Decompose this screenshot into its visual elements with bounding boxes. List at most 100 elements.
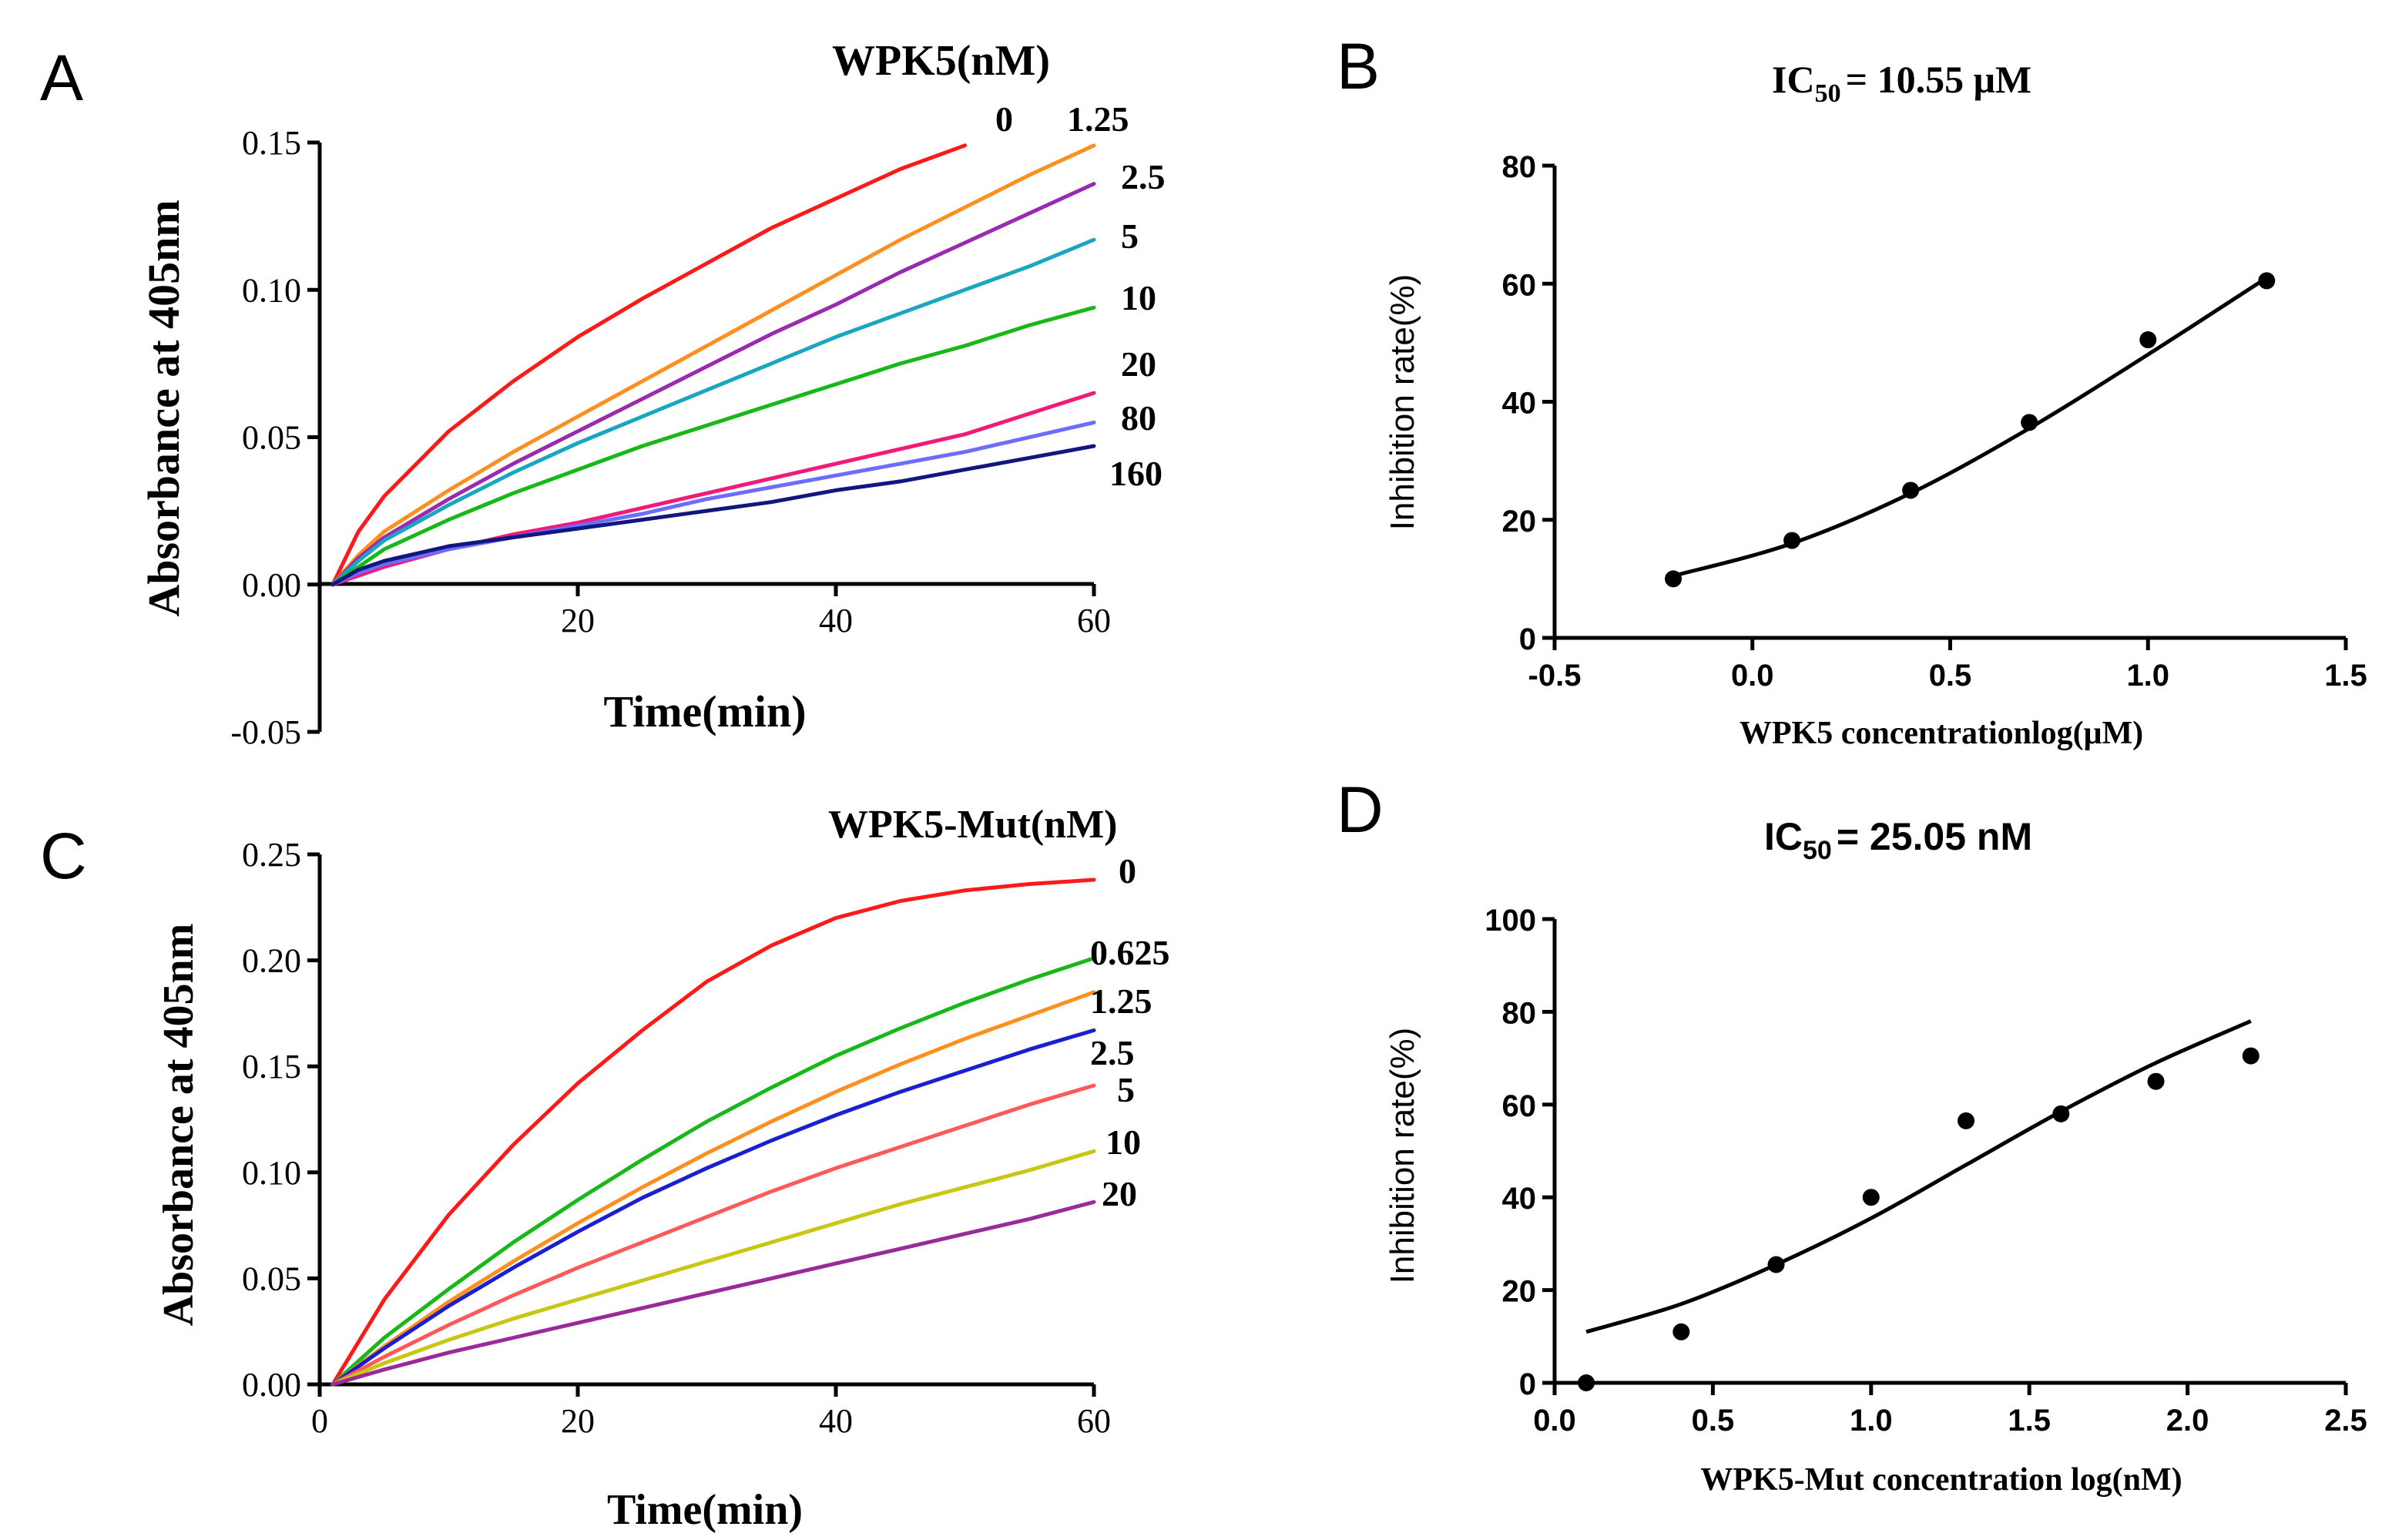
chart-c-series-line	[330, 877, 1096, 1387]
chart-d-point	[1862, 1189, 1880, 1206]
chart-d-xtick-label: 0.0	[1533, 1404, 1576, 1438]
chart-a-series-label: 80	[1121, 398, 1156, 438]
chart-b-ytick-label: 80	[1502, 150, 1537, 184]
chart-b-point	[1902, 481, 1920, 499]
chart-a-series-label: 5	[1121, 216, 1139, 256]
chart-d-point	[1958, 1112, 1975, 1129]
chart-d-point	[1767, 1256, 1785, 1273]
panel-letter-d: D	[1337, 773, 1384, 846]
chart-a-ytick-label: 0.10	[242, 271, 301, 309]
chart-d-ytick-label: 40	[1502, 1182, 1537, 1216]
chart-b-title-rest: = 10.55 μM	[1846, 58, 2032, 101]
chart-a-ylabel: Absorbance at 405nm	[139, 200, 189, 616]
chart-c-series-line	[330, 1149, 1096, 1387]
chart-a-xlabel: Time(min)	[603, 686, 806, 736]
chart-d-title: IC50 = 25.05 nM	[1764, 815, 2032, 865]
chart-d-point	[1578, 1374, 1595, 1391]
chart-b-xtick-label: -0.5	[1528, 659, 1582, 693]
chart-d-fit-curve	[1585, 1019, 2252, 1334]
chart-a-series-line	[330, 444, 1096, 587]
chart-d-title-rest: = 25.05 nM	[1837, 815, 2032, 858]
chart-a-series-line	[330, 391, 1096, 587]
chart-a-series-line	[330, 182, 1096, 587]
chart-b-point	[2258, 272, 2276, 290]
chart-a-series-line	[330, 305, 1096, 587]
chart-d-ytick-label: 80	[1502, 996, 1537, 1030]
chart-c-xtick-label: 60	[1077, 1402, 1111, 1440]
chart-d-xtick-label: 0.5	[1692, 1404, 1735, 1438]
chart-d-ylabel: Inhibition rate(%)	[1384, 1028, 1421, 1284]
chart-c-series-line	[330, 990, 1096, 1387]
chart-b-ytick-label: 40	[1502, 387, 1537, 421]
chart-a: -0.05 0.00 0.05 0.10 0.15 20 40 60 0 1.25 2.5 5 10…	[139, 37, 1166, 751]
chart-d-title-sub: 50	[1803, 836, 1832, 865]
chart-b-title-ic: IC	[1772, 58, 1815, 101]
chart-c-series-label: 1.25	[1090, 981, 1152, 1021]
chart-d-ytick-label: 60	[1502, 1089, 1537, 1123]
chart-c-series-line	[330, 956, 1096, 1387]
chart-b-fit-curve	[1672, 276, 2268, 578]
chart-a-series-label: 10	[1121, 278, 1156, 317]
chart-c-series-label: 20	[1102, 1174, 1137, 1213]
chart-a-series-line	[330, 237, 1096, 587]
chart-c-xlabel: Time(min)	[607, 1486, 803, 1534]
chart-d-point	[2147, 1072, 2165, 1090]
chart-d-ytick-label: 20	[1502, 1275, 1537, 1309]
chart-a-ytick-label: -0.05	[230, 713, 301, 751]
chart-b: 0 20 40 60 80 -0.5 0.0 0.5 1.0 1.5 IC50 = 10.55 μ…	[1384, 58, 2367, 751]
chart-a-series-line	[330, 143, 1096, 587]
panel-letter-a: A	[40, 42, 83, 114]
chart-a-xtick-label: 40	[819, 602, 853, 639]
chart-a-ytick-label: 0.05	[242, 419, 301, 457]
chart-b-point	[1783, 532, 1801, 549]
chart-c-xtick-label: 0	[311, 1402, 328, 1440]
chart-c-series-line	[330, 1199, 1096, 1387]
chart-c-xtick-label: 40	[819, 1402, 853, 1440]
chart-a-series-label: 1.25	[1067, 99, 1129, 139]
chart-a-series-line	[330, 420, 1096, 587]
chart-c-series-line	[330, 1083, 1096, 1387]
chart-c-ytick-label: 0.20	[242, 942, 301, 980]
chart-b-point	[2021, 414, 2038, 431]
chart-c-series-label: 10	[1105, 1122, 1141, 1162]
chart-c-ytick-label: 0.10	[242, 1154, 301, 1192]
chart-b-xtick-label: 1.0	[2126, 659, 2169, 693]
chart-b-xlabel: WPK5 concentrationlog(μM)	[1740, 716, 2143, 751]
chart-b-title-sub: 50	[1815, 79, 1841, 108]
chart-d-xtick-label: 2.0	[2166, 1404, 2209, 1438]
chart-a-xtick-label: 60	[1077, 602, 1111, 639]
panel-letter-b: B	[1337, 30, 1380, 102]
chart-d: 0 20 40 60 80 100 0.0 0.5 1.0 1.5 2.0 2.5 IC50 = 25…	[1384, 815, 2367, 1498]
chart-b-point	[1665, 570, 1682, 588]
chart-a-series-label: 2.5	[1121, 157, 1166, 196]
chart-d-point	[2242, 1047, 2260, 1065]
chart-b-ytick-label: 20	[1502, 505, 1537, 538]
chart-a-series-label: 160	[1109, 454, 1162, 493]
chart-a-ytick-label: 0.15	[242, 124, 301, 162]
chart-a-legend-title: WPK5(nM)	[832, 37, 1050, 85]
chart-a-series-label: 0	[995, 99, 1013, 139]
chart-d-xlabel: WPK5-Mut concentration log(nM)	[1700, 1462, 2182, 1498]
chart-a-xtick-label: 20	[561, 602, 595, 639]
chart-a-ytick-label: 0.00	[242, 566, 301, 604]
chart-d-ytick-label: 100	[1485, 904, 1536, 938]
chart-d-title-ic: IC	[1764, 815, 1803, 858]
chart-b-ytick-label: 0	[1519, 622, 1536, 656]
chart-b-xtick-label: 0.5	[1929, 659, 1972, 693]
chart-d-xtick-label: 2.5	[2324, 1404, 2367, 1438]
chart-b-point	[2139, 331, 2157, 349]
chart-c-ylabel: Absorbance at 405nm	[155, 924, 203, 1327]
chart-c-series-label: 0.625	[1090, 933, 1170, 972]
chart-c-ytick-label: 0.05	[242, 1260, 301, 1297]
chart-d-point	[2052, 1105, 2070, 1122]
panel-letter-c: C	[40, 820, 87, 892]
chart-d-ytick-label: 0	[1519, 1367, 1536, 1401]
chart-c-series-label: 2.5	[1090, 1033, 1135, 1072]
chart-c-ytick-label: 0.15	[242, 1048, 301, 1085]
chart-b-ytick-label: 60	[1502, 268, 1537, 302]
chart-b-ylabel: Inhibition rate(%)	[1384, 274, 1421, 531]
chart-d-xtick-label: 1.5	[2008, 1404, 2051, 1438]
chart-a-series-label: 20	[1121, 344, 1156, 384]
chart-c-series-line	[330, 1028, 1096, 1387]
